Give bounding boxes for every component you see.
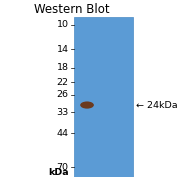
- Text: 18: 18: [57, 63, 69, 72]
- Ellipse shape: [80, 102, 94, 109]
- Text: 33: 33: [56, 107, 69, 116]
- Text: kDa: kDa: [48, 168, 69, 177]
- Text: 44: 44: [57, 129, 69, 138]
- Polygon shape: [74, 17, 133, 177]
- Text: 10: 10: [57, 20, 69, 29]
- Text: ← 24kDa: ← 24kDa: [136, 101, 177, 110]
- Text: 70: 70: [57, 163, 69, 172]
- Text: 14: 14: [57, 45, 69, 54]
- Text: 22: 22: [57, 78, 69, 87]
- Text: Western Blot: Western Blot: [34, 3, 110, 16]
- Text: 26: 26: [57, 90, 69, 99]
